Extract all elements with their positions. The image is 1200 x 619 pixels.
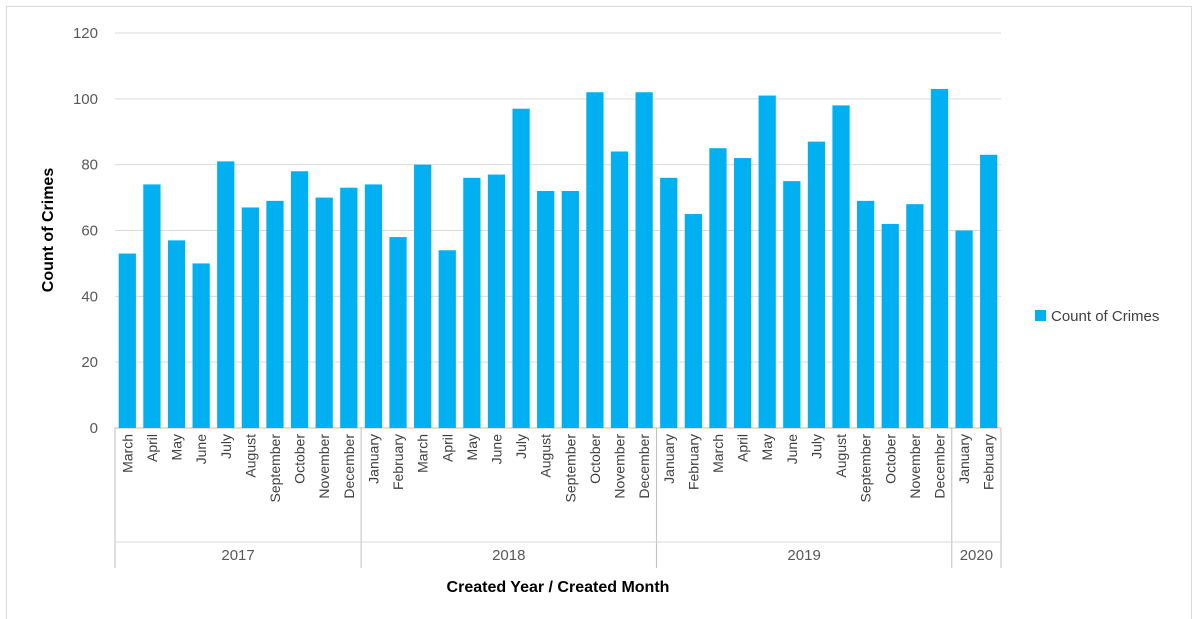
x-category-label: May: [464, 434, 480, 460]
x-category-label: January: [365, 434, 381, 484]
x-category-label: July: [513, 434, 529, 459]
bar: [610, 151, 629, 428]
bar: [414, 164, 432, 428]
bar: [684, 214, 702, 428]
bar: [340, 187, 358, 428]
x-category-label: October: [292, 434, 308, 484]
x-group-label: 2018: [492, 547, 525, 564]
bar: [438, 250, 456, 428]
y-tick-label: 60: [81, 223, 98, 240]
bar: [167, 240, 186, 428]
chart-frame: [6, 6, 1192, 619]
x-category-label: July: [218, 434, 234, 459]
x-group-label: 2020: [960, 547, 993, 564]
bar: [512, 108, 530, 428]
x-category-label: May: [759, 434, 775, 460]
bar: [635, 92, 653, 428]
bar: [266, 200, 284, 428]
x-category-label: August: [242, 434, 258, 478]
x-category-label: April: [144, 434, 160, 462]
bar: [955, 230, 973, 428]
x-group-label: 2019: [787, 547, 820, 564]
x-category-label: June: [784, 434, 800, 465]
x-category-label: March: [119, 434, 135, 473]
y-tick-label: 20: [81, 354, 98, 371]
x-category-label: November: [316, 434, 332, 499]
x-category-label: April: [735, 434, 751, 462]
bar: [217, 161, 235, 428]
bar: [980, 154, 998, 428]
x-category-label: February: [981, 434, 997, 490]
x-category-label: July: [808, 434, 824, 459]
x-category-label: January: [661, 434, 677, 484]
bar: [389, 237, 407, 428]
bar: [537, 191, 555, 428]
legend-label: Count of Crimes: [1051, 308, 1159, 325]
legend-swatch: [1035, 310, 1046, 321]
x-category-label: December: [636, 434, 652, 499]
bar: [758, 95, 776, 429]
bar: [143, 184, 161, 428]
x-category-label: June: [193, 434, 209, 465]
x-category-label: August: [833, 434, 849, 478]
bar: [783, 181, 801, 428]
bar: [906, 204, 924, 428]
bar: [315, 197, 333, 428]
bar: [118, 253, 136, 428]
bar: [364, 184, 383, 428]
x-category-label: September: [267, 434, 283, 503]
x-category-label: May: [169, 434, 185, 460]
y-tick-label: 40: [81, 288, 98, 305]
y-tick-label: 80: [81, 157, 98, 174]
x-category-label: September: [562, 434, 578, 503]
x-category-label: January: [956, 434, 972, 484]
x-category-label: October: [882, 434, 898, 484]
x-category-label: November: [907, 434, 923, 499]
bar: [832, 105, 850, 429]
x-category-label: October: [587, 434, 603, 484]
bar: [192, 263, 210, 428]
x-category-label: March: [710, 434, 726, 473]
x-category-label: February: [390, 434, 406, 490]
y-axis-title: Count of Crimes: [40, 168, 57, 293]
x-axis-group-labels: 2017 2018 2019 2020: [114, 428, 1002, 568]
gridlines: [115, 32, 1001, 429]
bar: [561, 191, 579, 428]
bars: [118, 88, 998, 429]
x-category-label: April: [439, 434, 455, 462]
x-category-label: June: [488, 434, 504, 465]
y-tick-label: 100: [73, 91, 98, 108]
bar: [881, 223, 899, 428]
bar: [709, 148, 727, 429]
x-axis-title: Created Year / Created Month: [447, 579, 670, 596]
bar: [857, 200, 875, 428]
x-category-label: November: [612, 434, 628, 499]
bar: [463, 177, 481, 428]
legend: Count of Crimes: [1035, 308, 1159, 325]
x-axis-category-labels: March April May June July August September Octo…: [119, 434, 996, 503]
x-category-label: December: [341, 434, 357, 499]
y-axis-ticks: 0 20 40 60 80 100 120: [73, 25, 98, 437]
bar: [807, 141, 826, 428]
bar: [241, 207, 259, 428]
x-group-label: 2017: [221, 547, 254, 564]
x-category-label: December: [931, 434, 947, 499]
bar: [487, 174, 506, 428]
x-category-label: September: [858, 434, 874, 503]
x-category-label: March: [415, 434, 431, 473]
y-tick-label: 0: [90, 420, 98, 437]
bar: [660, 177, 678, 428]
bar: [733, 158, 752, 429]
bar: [290, 171, 309, 428]
bar: [586, 92, 604, 428]
x-category-label: February: [685, 434, 701, 490]
x-category-label: August: [538, 434, 554, 478]
y-tick-label: 120: [73, 25, 98, 42]
bar: [930, 88, 949, 428]
